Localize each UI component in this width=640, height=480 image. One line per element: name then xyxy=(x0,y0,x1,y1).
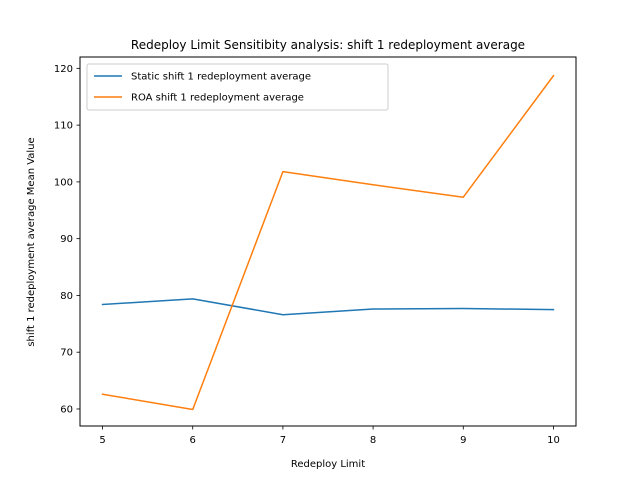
x-axis-ticks: 5 6 7 8 9 10 xyxy=(99,426,560,446)
x-axis-label: Redeploy Limit xyxy=(291,459,365,470)
legend-label-2: ROA shift 1 redeployment average xyxy=(131,93,304,104)
x-tick-label: 9 xyxy=(460,435,466,446)
x-tick-label: 7 xyxy=(280,435,286,446)
y-tick-label: 70 xyxy=(60,348,73,359)
y-tick-label: 110 xyxy=(54,121,73,132)
x-tick-label: 5 xyxy=(99,435,105,446)
x-tick-label: 8 xyxy=(370,435,376,446)
legend-label-1: Static shift 1 redeployment average xyxy=(131,72,311,83)
series-line-2 xyxy=(101,74,555,411)
y-tick-label: 100 xyxy=(54,177,73,188)
plot-area-frame xyxy=(79,56,577,427)
y-tick-label: 80 xyxy=(60,291,73,302)
x-tick-label: 10 xyxy=(547,435,560,446)
legend-items: Static shift 1 redeployment average ROA s… xyxy=(94,72,311,104)
legend: Static shift 1 redeployment average ROA s… xyxy=(86,63,389,111)
y-axis-ticks: 60 70 80 90 100 110 120 xyxy=(54,64,80,415)
y-tick-label: 60 xyxy=(60,404,73,415)
chart-title: Redeploy Limit Sensitibity analysis: shi… xyxy=(131,38,525,52)
series-layer xyxy=(101,74,555,411)
y-tick-label: 90 xyxy=(60,234,73,245)
y-tick-label: 120 xyxy=(54,64,73,75)
x-tick-label: 6 xyxy=(190,435,196,446)
y-axis-label: shift 1 redeployment average Mean Value xyxy=(26,137,37,346)
legend-box xyxy=(86,63,389,111)
series-line-1 xyxy=(101,298,555,316)
